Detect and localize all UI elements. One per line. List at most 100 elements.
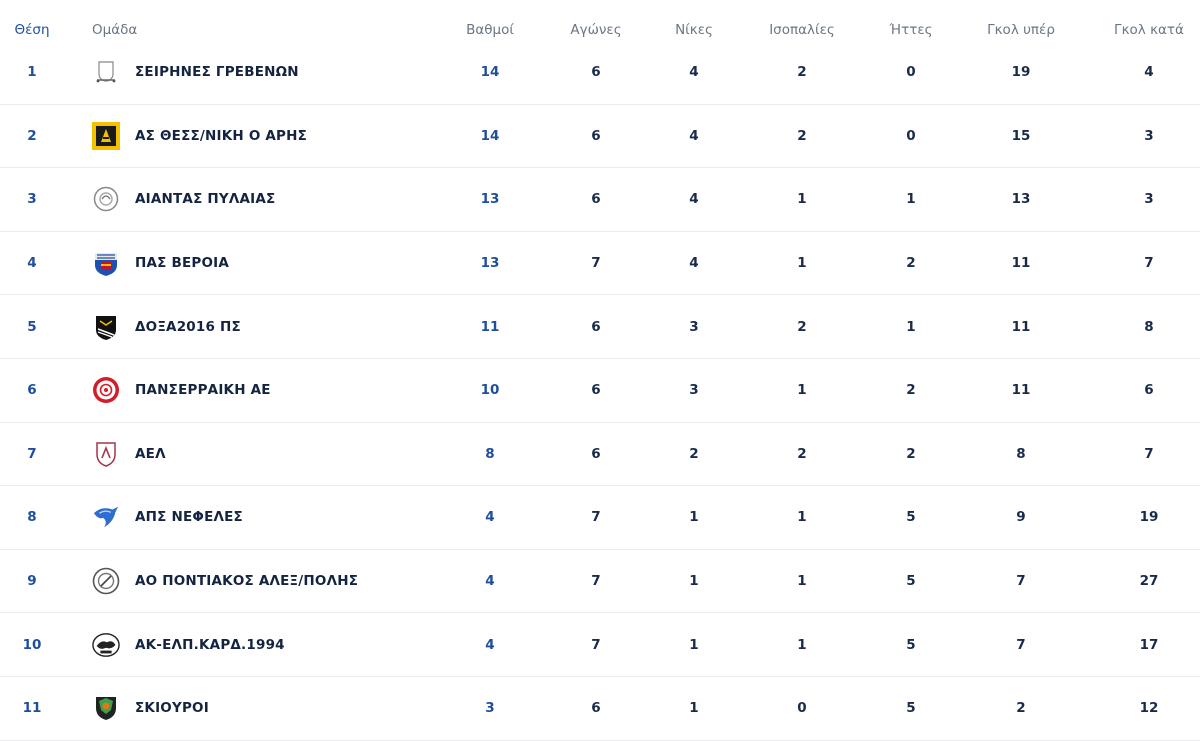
losses-cell: 2	[906, 382, 916, 399]
team-name[interactable]: ΑΚ-ΕΛΠ.ΚΑΡΔ.1994	[135, 636, 285, 653]
team-cell[interactable]: ΑΚ-ΕΛΠ.ΚΑΡΔ.1994	[92, 613, 462, 676]
goals-for-cell: 9	[1016, 509, 1026, 526]
table-row[interactable]: 9 ΑΟ ΠΟΝΤΙΑΚΟΣ ΑΛΕΞ/ΠΟΛΗΣ 4 7 1 1 5 7 27	[0, 550, 1200, 614]
goals-against-cell: 8	[1144, 318, 1154, 335]
aris-crest-icon	[92, 121, 120, 150]
table-row[interactable]: 2 ΑΣ ΘΕΣΣ/ΝΙΚΗ Ο ΑΡΗΣ 14 6 4 2 0 15 3	[0, 105, 1200, 169]
team-cell[interactable]: ΔΟΞΑ2016 ΠΣ	[92, 295, 462, 358]
team-cell[interactable]: ΣΚΙΟΥΡΟΙ	[92, 677, 462, 740]
team-name[interactable]: ΑΠΣ ΝΕΦΕΛΕΣ	[135, 509, 243, 526]
header-wins[interactable]: Νίκες	[675, 22, 713, 38]
table-row[interactable]: 11 ΣΚΙΟΥΡΟΙ 3 6 1 0 5 2 12	[0, 677, 1200, 741]
played-cell: 6	[591, 318, 601, 335]
wins-cell: 3	[689, 318, 699, 335]
table-row[interactable]: 5 ΔΟΞΑ2016 ΠΣ 11 6 3 2 1 11 8	[0, 295, 1200, 359]
points-cell: 4	[485, 509, 495, 526]
team-cell[interactable]: ΑΣ ΘΕΣΣ/ΝΙΚΗ Ο ΑΡΗΣ	[92, 105, 462, 168]
draws-cell: 1	[797, 382, 807, 399]
goals-for-cell: 19	[1011, 64, 1031, 81]
team-name[interactable]: ΣΕΙΡΗΝΕΣ ΓΡΕΒΕΝΩΝ	[135, 64, 299, 81]
team-cell[interactable]: ΑΠΣ ΝΕΦΕΛΕΣ	[92, 486, 462, 549]
draws-cell: 0	[797, 700, 807, 717]
table-row[interactable]: 3 ΑΙΑΝΤΑΣ ΠΥΛΑΙΑΣ 13 6 4 1 1 13 3	[0, 168, 1200, 232]
team-cell[interactable]: ΠΑΝΣΕΡΡΑΙΚΗ ΑΕ	[92, 359, 462, 422]
team-cell[interactable]: ΑΙΑΝΤΑΣ ΠΥΛΑΙΑΣ	[92, 168, 462, 231]
table-row[interactable]: 4 ΠΑΣ ΒΕΡΟΙΑ 13 7 4 1 2 11 7	[0, 232, 1200, 296]
played-cell: 7	[591, 255, 601, 272]
points-cell: 8	[485, 445, 495, 462]
points-cell: 14	[480, 127, 500, 144]
played-cell: 6	[591, 700, 601, 717]
maroon-shield-icon	[92, 440, 120, 468]
team-cell[interactable]: ΑΕΛ	[92, 423, 462, 486]
draws-cell: 1	[797, 191, 807, 208]
losses-cell: 0	[906, 127, 916, 144]
header-goals-for[interactable]: Γκολ υπέρ	[987, 22, 1055, 38]
wins-cell: 4	[689, 127, 699, 144]
played-cell: 6	[591, 127, 601, 144]
trophy-outline-icon	[92, 58, 120, 86]
team-name[interactable]: ΠΑΝΣΕΡΡΑΙΚΗ ΑΕ	[135, 382, 271, 399]
goals-for-cell: 2	[1016, 700, 1026, 717]
played-cell: 6	[591, 445, 601, 462]
team-cell[interactable]: ΑΟ ΠΟΝΤΙΑΚΟΣ ΑΛΕΞ/ΠΟΛΗΣ	[92, 550, 462, 613]
goals-for-cell: 11	[1011, 255, 1031, 272]
table-row[interactable]: 6 ΠΑΝΣΕΡΡΑΙΚΗ ΑΕ 10 6 3 1 2 11 6	[0, 359, 1200, 423]
points-cell: 10	[480, 382, 500, 399]
played-cell: 7	[591, 636, 601, 653]
goals-against-cell: 4	[1144, 64, 1154, 81]
team-name[interactable]: ΑΟ ΠΟΝΤΙΑΚΟΣ ΑΛΕΞ/ΠΟΛΗΣ	[135, 573, 359, 590]
table-row[interactable]: 8 ΑΠΣ ΝΕΦΕΛΕΣ 4 7 1 1 5 9 19	[0, 486, 1200, 550]
table-row[interactable]: 10 ΑΚ-ΕΛΠ.ΚΑΡΔ.1994 4 7 1 1 5 7 17	[0, 613, 1200, 677]
wins-cell: 4	[689, 191, 699, 208]
goals-for-cell: 11	[1011, 382, 1031, 399]
goals-against-cell: 17	[1139, 636, 1159, 653]
table-row[interactable]: 7 ΑΕΛ 8 6 2 2 2 8 7	[0, 423, 1200, 487]
wins-cell: 4	[689, 255, 699, 272]
header-draws[interactable]: Ισοπαλίες	[769, 22, 835, 38]
team-name[interactable]: ΠΑΣ ΒΕΡΟΙΑ	[135, 255, 230, 272]
red-round-crest-icon	[92, 376, 120, 404]
losses-cell: 2	[906, 255, 916, 272]
wins-cell: 1	[689, 636, 699, 653]
goals-against-cell: 27	[1139, 573, 1159, 590]
position-cell: 5	[27, 318, 37, 335]
header-team[interactable]: Ομάδα	[92, 22, 138, 38]
position-cell: 1	[27, 64, 37, 81]
header-position[interactable]: Θέση	[14, 22, 50, 38]
draws-cell: 2	[797, 64, 807, 81]
points-cell: 4	[485, 573, 495, 590]
header-points[interactable]: Βαθμοί	[466, 22, 514, 38]
team-cell[interactable]: ΣΕΙΡΗΝΕΣ ΓΡΕΒΕΝΩΝ	[92, 41, 462, 104]
team-name[interactable]: ΣΚΙΟΥΡΟΙ	[135, 700, 209, 717]
position-cell: 6	[27, 382, 37, 399]
team-cell[interactable]: ΠΑΣ ΒΕΡΟΙΑ	[92, 232, 462, 295]
team-name[interactable]: ΑΣ ΘΕΣΣ/ΝΙΚΗ Ο ΑΡΗΣ	[135, 127, 308, 144]
blue-bird-icon	[92, 503, 120, 531]
team-name[interactable]: ΑΙΑΝΤΑΣ ΠΥΛΑΙΑΣ	[135, 191, 276, 208]
points-cell: 14	[480, 64, 500, 81]
goals-for-cell: 15	[1011, 127, 1031, 144]
team-name[interactable]: ΑΕΛ	[135, 445, 166, 462]
position-cell: 10	[22, 636, 42, 653]
position-cell: 3	[27, 191, 37, 208]
header-played[interactable]: Αγώνες	[570, 22, 622, 38]
played-cell: 6	[591, 64, 601, 81]
draws-cell: 2	[797, 127, 807, 144]
goals-for-cell: 7	[1016, 636, 1026, 653]
goals-against-cell: 7	[1144, 255, 1154, 272]
draws-cell: 1	[797, 636, 807, 653]
draws-cell: 1	[797, 573, 807, 590]
header-goals-against[interactable]: Γκολ κατά	[1114, 22, 1184, 38]
losses-cell: 5	[906, 636, 916, 653]
panther-crest-icon	[92, 631, 120, 659]
goals-against-cell: 3	[1144, 191, 1154, 208]
points-cell: 11	[480, 318, 500, 335]
table-row[interactable]: 1 ΣΕΙΡΗΝΕΣ ΓΡΕΒΕΝΩΝ 14 6 4 2 0 19 4	[0, 41, 1200, 105]
team-name[interactable]: ΔΟΞΑ2016 ΠΣ	[135, 318, 241, 335]
losses-cell: 2	[906, 445, 916, 462]
header-losses[interactable]: Ήττες	[889, 22, 933, 38]
points-cell: 13	[480, 255, 500, 272]
losses-cell: 5	[906, 700, 916, 717]
position-cell: 9	[27, 573, 37, 590]
